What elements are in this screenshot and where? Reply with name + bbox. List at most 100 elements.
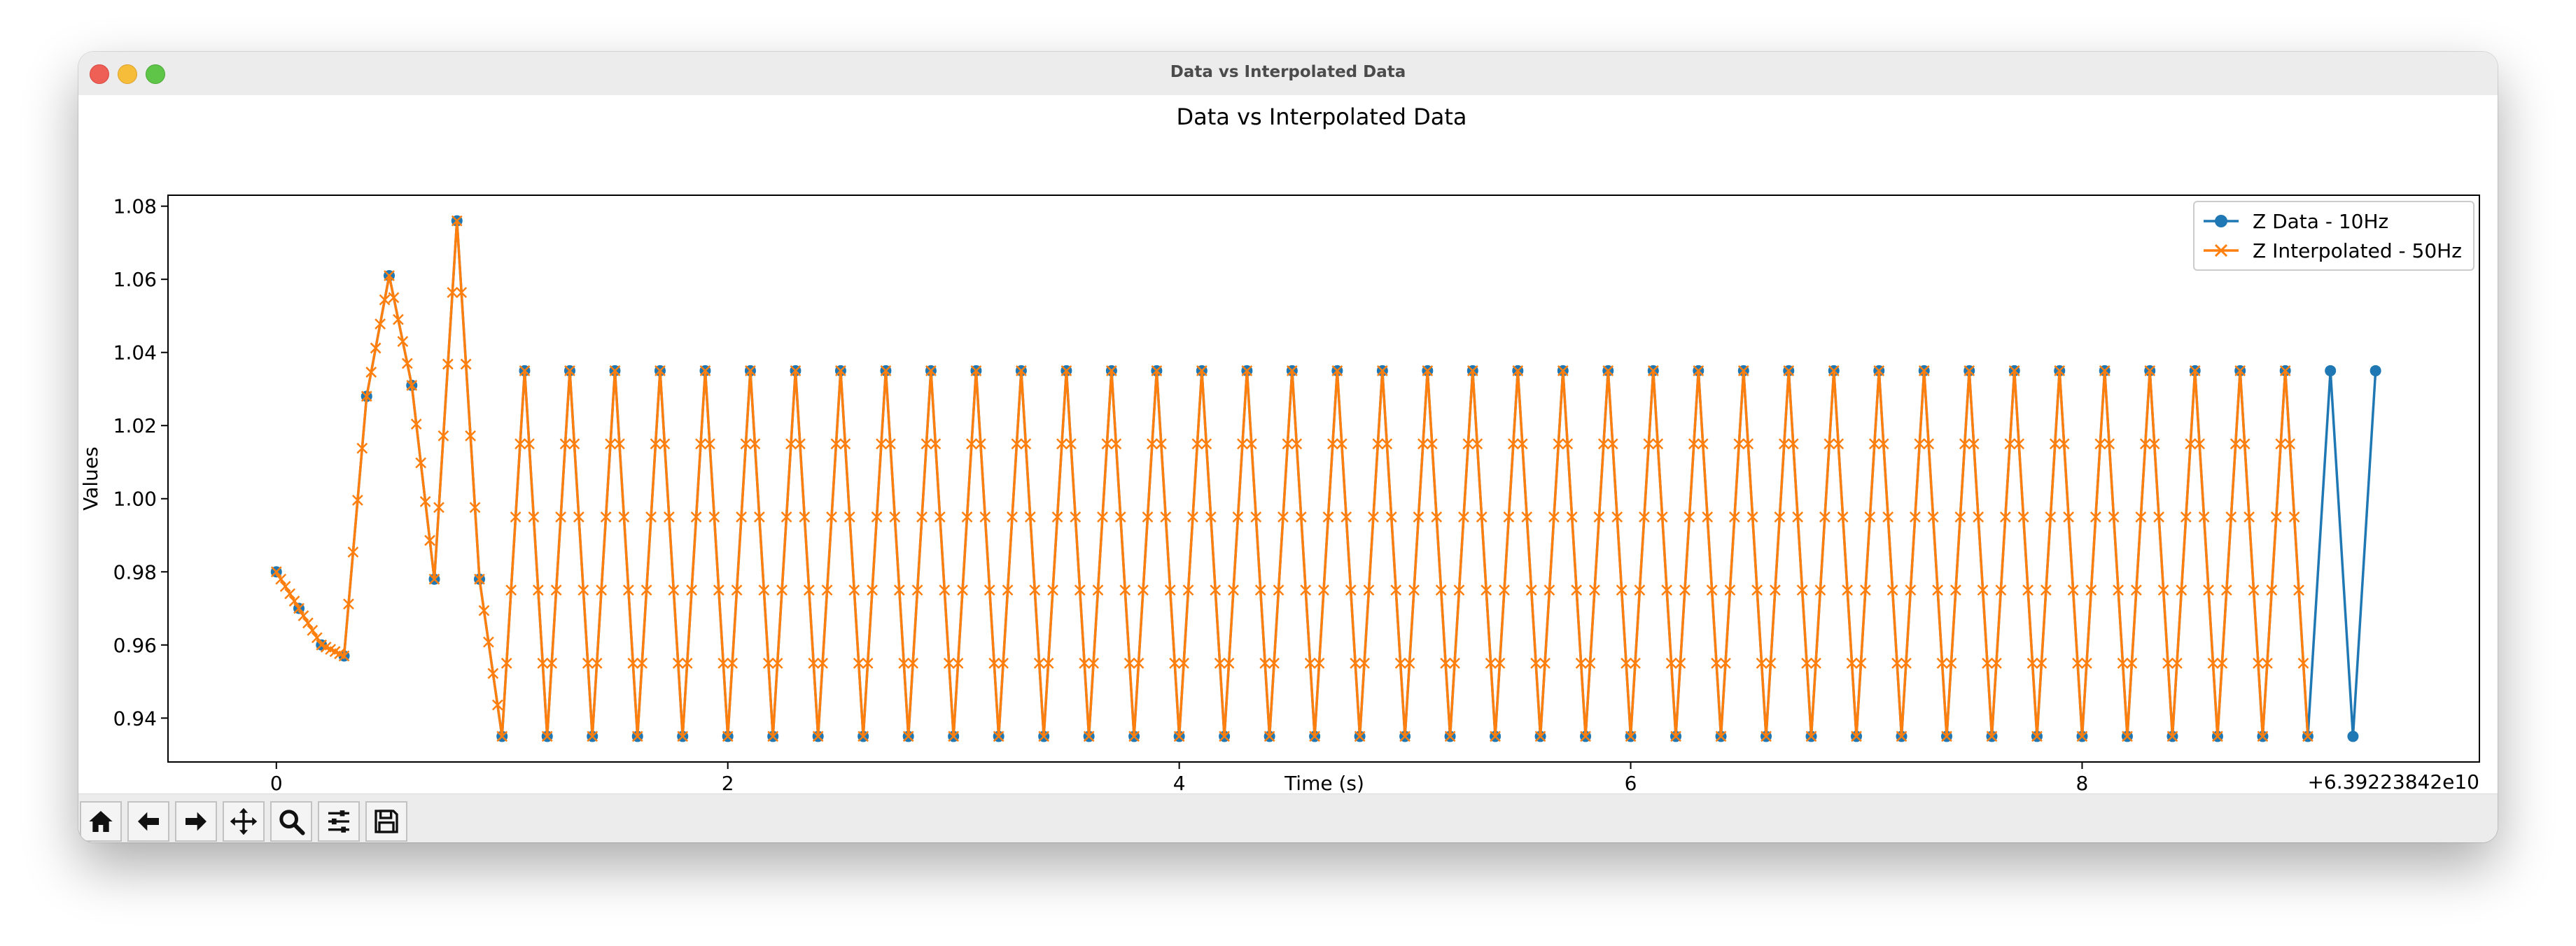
z-interpolated-point bbox=[528, 511, 540, 523]
z-interpolated-point bbox=[2126, 658, 2138, 669]
z-interpolated-point bbox=[293, 602, 304, 614]
z-interpolated-point bbox=[1440, 658, 1452, 669]
z-data-point bbox=[2325, 365, 2337, 376]
z-interpolated-point bbox=[1986, 730, 1998, 742]
z-interpolated-point bbox=[997, 658, 1009, 669]
z-interpolated-point bbox=[1485, 658, 1497, 669]
z-interpolated-point bbox=[1426, 438, 1438, 450]
z-interpolated-point bbox=[1408, 584, 1420, 596]
z-interpolated-point bbox=[1002, 584, 1014, 596]
z-interpolated-point bbox=[555, 511, 566, 523]
z-interpolated-point bbox=[564, 365, 575, 376]
x-offset-text: +6.39223842e10 bbox=[2307, 770, 2479, 793]
minimize-window-button[interactable] bbox=[118, 64, 137, 84]
x-tick-label: 4 bbox=[1173, 772, 1186, 793]
z-interpolated-point bbox=[1065, 438, 1077, 450]
z-interpolated-point bbox=[1751, 584, 1763, 596]
z-interpolated-point bbox=[1914, 438, 1926, 450]
axes: 0 2 4 6 8 0.94 0.96 0.98 1.00 1.02 1.04 1.06 1.08 bbox=[113, 195, 2089, 795]
chart-title: Data vs Interpolated Data bbox=[1177, 104, 1467, 130]
z-interpolated-point bbox=[1819, 511, 1830, 523]
z-interpolated-point bbox=[1873, 365, 1885, 376]
z-interpolated-point bbox=[826, 511, 837, 523]
legend[interactable]: Z Data - 10Hz Z Interpolated - 50Hz bbox=[2193, 201, 2474, 271]
z-interpolated-point bbox=[2266, 584, 2278, 596]
z-interpolated-point bbox=[780, 511, 792, 523]
z-interpolated-point bbox=[2262, 658, 2273, 669]
z-interpolated-point bbox=[1706, 584, 1718, 596]
z-interpolated-point bbox=[1124, 658, 1135, 669]
z-interpolated-point bbox=[858, 730, 869, 742]
z-interpolated-point bbox=[1350, 658, 1362, 669]
zoom-button[interactable] bbox=[270, 801, 312, 842]
close-window-button[interactable] bbox=[90, 64, 109, 84]
z-interpolated-point bbox=[447, 287, 458, 298]
forward-button[interactable] bbox=[175, 801, 217, 842]
z-interpolated-point bbox=[898, 658, 910, 669]
home-button[interactable] bbox=[80, 801, 122, 842]
z-interpolated-point bbox=[749, 438, 761, 450]
z-interpolated-point bbox=[460, 358, 472, 370]
z-interpolated-point bbox=[2220, 584, 2232, 596]
z-interpolated-point bbox=[934, 511, 946, 523]
z-interpolated-point bbox=[622, 584, 634, 596]
z-interpolated-point bbox=[1070, 511, 1082, 523]
back-button[interactable] bbox=[127, 801, 169, 842]
z-interpolated-point bbox=[469, 502, 481, 514]
maximize-window-button[interactable] bbox=[146, 64, 165, 84]
line-chart[interactable]: Data vs Interpolated Data 0 2 4 6 80.940.960… bbox=[78, 95, 2498, 795]
z-interpolated-point bbox=[573, 511, 584, 523]
pan-button[interactable] bbox=[223, 801, 265, 842]
z-interpolated-point bbox=[2013, 438, 2025, 450]
z-interpolated-point bbox=[1155, 438, 1167, 450]
z-interpolated-point bbox=[1846, 658, 1858, 669]
z-interpolated-point bbox=[605, 438, 616, 450]
z-interpolated-point bbox=[1042, 658, 1054, 669]
z-interpolated-point bbox=[740, 438, 752, 450]
z-interpolated-point bbox=[1503, 511, 1515, 523]
z-interpolated-point bbox=[1453, 584, 1465, 596]
z-interpolated-point bbox=[1264, 730, 1275, 742]
z-interpolated-point bbox=[1237, 438, 1248, 450]
z-interpolated-point bbox=[1684, 511, 1695, 523]
z-interpolated-point bbox=[1007, 511, 1018, 523]
z-interpolated-point bbox=[1724, 584, 1736, 596]
z-interpolated-point bbox=[821, 584, 833, 596]
z-interpolated-point bbox=[970, 365, 982, 376]
z-interpolated-point bbox=[2207, 658, 2219, 669]
z-interpolated-point bbox=[1119, 584, 1131, 596]
z-interpolated-point bbox=[1385, 511, 1397, 523]
z-interpolated-point bbox=[645, 511, 657, 523]
z-interpolated-point bbox=[1394, 658, 1406, 669]
z-interpolated-point bbox=[2288, 511, 2300, 523]
configure-subplots-button[interactable] bbox=[318, 801, 360, 842]
z-interpolated-point bbox=[1584, 658, 1596, 669]
z-interpolated-point bbox=[695, 438, 706, 450]
z-interpolated-point bbox=[1886, 584, 1898, 596]
z-interpolated-point bbox=[835, 365, 846, 376]
figure-canvas[interactable]: Data vs Interpolated Data 0 2 4 6 8 0.94 0.96 0… bbox=[78, 95, 2498, 795]
z-interpolated-point bbox=[451, 215, 463, 227]
z-interpolated-point bbox=[889, 511, 901, 523]
z-interpolated-point bbox=[1219, 730, 1231, 742]
z-interpolated-point bbox=[1918, 365, 1930, 376]
z-interpolated-point bbox=[393, 313, 404, 325]
z-interpolated-point bbox=[2026, 658, 2038, 669]
z-interpolated-point bbox=[1368, 511, 1379, 523]
z-interpolated-point bbox=[1774, 511, 1786, 523]
z-interpolated-point bbox=[1760, 730, 1772, 742]
z-interpolated-point bbox=[532, 584, 544, 596]
z-interpolated-point bbox=[406, 379, 418, 391]
z-interpolated-point bbox=[537, 658, 549, 669]
z-interpolated-point bbox=[596, 584, 608, 596]
z-interpolated-point bbox=[2108, 511, 2120, 523]
z-interpolated-point bbox=[2239, 438, 2250, 450]
z-interpolated-point bbox=[677, 730, 689, 742]
z-interpolated-point bbox=[1304, 658, 1316, 669]
save-button[interactable] bbox=[365, 801, 407, 842]
z-interpolated-point bbox=[993, 730, 1004, 742]
z-interpolated-point bbox=[311, 632, 323, 644]
z-interpolated-point bbox=[2302, 730, 2314, 742]
z-interpolated-point bbox=[1742, 438, 1754, 450]
y-tick-label: 1.04 bbox=[113, 341, 157, 365]
